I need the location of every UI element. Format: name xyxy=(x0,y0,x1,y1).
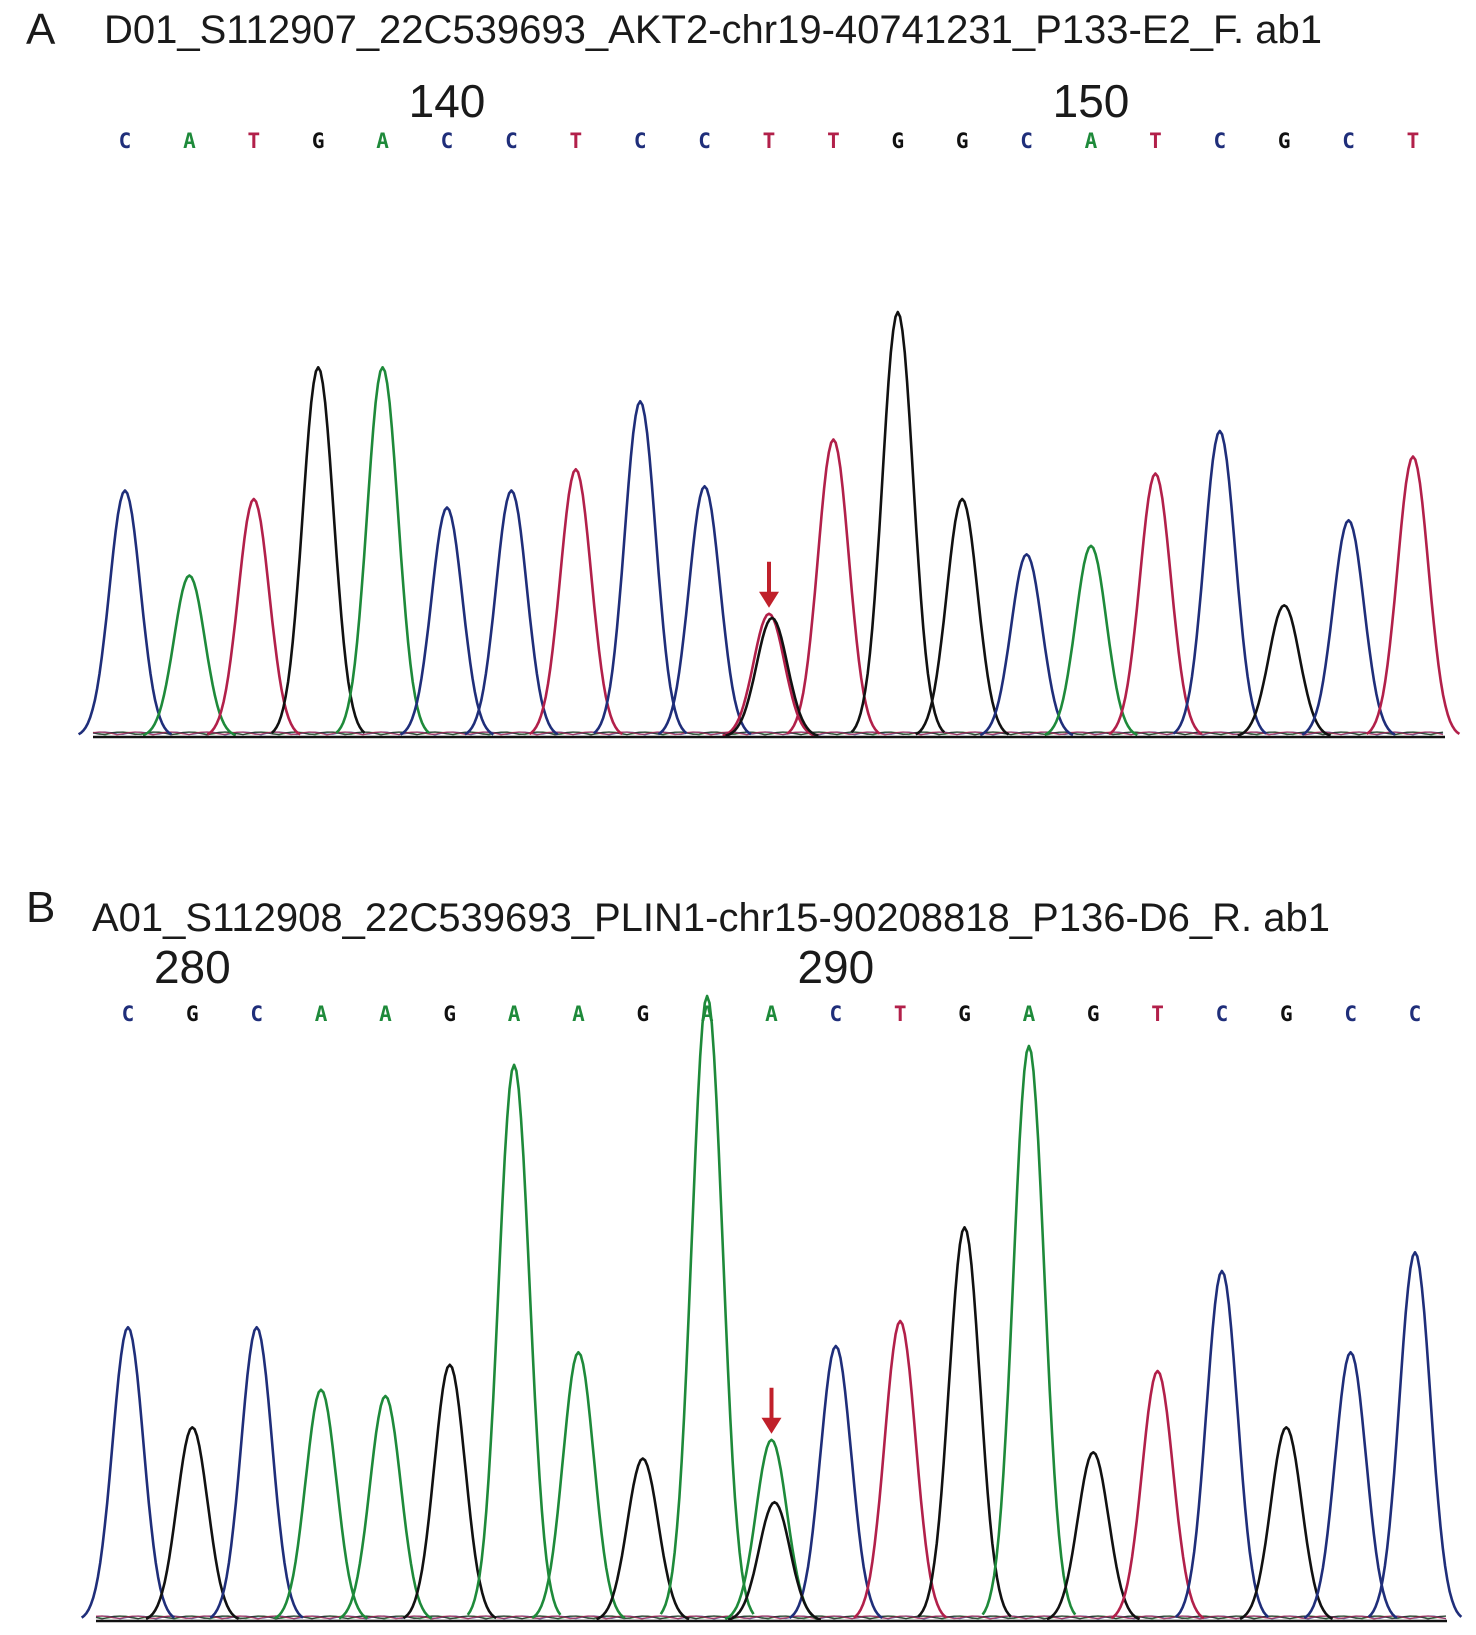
base-call-G: G xyxy=(443,1002,456,1026)
base-call-C: C xyxy=(1344,1002,1357,1026)
mutation-arrow xyxy=(759,561,779,608)
base-call-T: T xyxy=(1149,129,1162,153)
peak-A xyxy=(274,1388,369,1620)
base-call-A: A xyxy=(315,1002,328,1026)
secondary-peak-G xyxy=(727,1500,822,1621)
peak-C xyxy=(657,485,752,736)
chromatogram-plot-a: 140 150 C A T G A C C T C C T T G G C A T C G C T xyxy=(77,75,1461,739)
peak-C xyxy=(788,1344,883,1619)
base-call-G: G xyxy=(1087,1002,1100,1026)
base-call-G: G xyxy=(1280,1002,1293,1026)
base-call-G: G xyxy=(956,129,969,153)
base-call-C: C xyxy=(830,1002,843,1026)
base-call-C: C xyxy=(1216,1002,1229,1026)
base-call-G: G xyxy=(1278,129,1291,153)
mutation-arrow xyxy=(761,1387,782,1434)
baseline-trace-T xyxy=(95,1615,1447,1620)
peak-G xyxy=(915,497,1010,736)
peak-C xyxy=(80,1326,176,1619)
panel-letter: A xyxy=(26,5,56,54)
base-call-C: C xyxy=(634,129,647,153)
position-label: 140 xyxy=(409,75,486,127)
base-call-A: A xyxy=(1085,129,1098,153)
base-call-A: A xyxy=(379,1002,392,1026)
peak-C xyxy=(77,489,173,736)
base-call-C: C xyxy=(250,1002,263,1026)
base-call-G: G xyxy=(186,1002,199,1026)
peak-A xyxy=(335,366,430,734)
chart-title: A01_S112908_22C539693_PLIN1-chr15-902088… xyxy=(92,896,1331,940)
position-label: 290 xyxy=(797,941,874,993)
baseline-trace-T xyxy=(92,731,1444,736)
base-call-G: G xyxy=(312,129,325,153)
base-call-G: G xyxy=(636,1002,649,1026)
peak-C xyxy=(1174,1269,1270,1619)
peak-T xyxy=(722,612,816,737)
peak-C xyxy=(399,506,495,736)
peak-C xyxy=(464,489,559,736)
base-call-T: T xyxy=(763,129,776,153)
base-call-A: A xyxy=(183,129,196,153)
base-call-T: T xyxy=(247,129,260,153)
chromatogram-panel-b: B A01_S112908_22C539693_PLIN1-chr15-9020… xyxy=(0,880,1476,1635)
peak-A xyxy=(659,994,755,1615)
base-call-A: A xyxy=(376,129,389,153)
base-call-T: T xyxy=(569,129,582,153)
base-call-T: T xyxy=(827,129,840,153)
base-call-C: C xyxy=(1342,129,1355,153)
peak-A xyxy=(466,1063,562,1616)
base-call-T: T xyxy=(1151,1002,1164,1026)
peak-G xyxy=(850,310,946,734)
base-call-A: A xyxy=(508,1002,521,1026)
peak-G xyxy=(270,366,366,734)
peak-A xyxy=(531,1351,626,1620)
base-call-G: G xyxy=(958,1002,971,1026)
position-label: 280 xyxy=(154,941,231,993)
base-call-T: T xyxy=(894,1002,907,1026)
secondary-peak-G xyxy=(725,616,819,737)
base-call-G: G xyxy=(891,129,904,153)
peak-C xyxy=(592,400,688,735)
peak-C xyxy=(1367,1251,1463,1618)
peak-C xyxy=(1172,429,1268,735)
peak-T xyxy=(1108,472,1203,736)
base-call-A: A xyxy=(1023,1002,1036,1026)
peak-T xyxy=(1365,455,1461,735)
peak-A xyxy=(338,1394,433,1620)
base-call-A: A xyxy=(765,1002,778,1026)
peak-G xyxy=(1237,604,1332,737)
base-call-C: C xyxy=(505,129,518,153)
peak-A xyxy=(981,1044,1077,1616)
peak-C xyxy=(979,553,1074,737)
peak-G xyxy=(595,1457,690,1621)
position-label: 150 xyxy=(1053,75,1130,127)
peak-C xyxy=(209,1326,304,1619)
base-call-C: C xyxy=(1409,1002,1422,1026)
base-call-A: A xyxy=(572,1002,585,1026)
panel-letter: B xyxy=(26,883,56,932)
base-call-T: T xyxy=(1407,129,1420,153)
chromatogram-panel-a: A D01_S112907_22C539693_AKT2-chr19-40741… xyxy=(0,0,1476,790)
base-call-C: C xyxy=(1020,129,1033,153)
base-call-C: C xyxy=(441,129,454,153)
base-call-C: C xyxy=(119,129,132,153)
base-call-C: C xyxy=(698,129,711,153)
peak-G xyxy=(402,1363,497,1620)
base-call-C: C xyxy=(122,1002,135,1026)
chart-title: D01_S112907_22C539693_AKT2-chr19-4074123… xyxy=(104,8,1322,52)
base-call-C: C xyxy=(1213,129,1226,153)
